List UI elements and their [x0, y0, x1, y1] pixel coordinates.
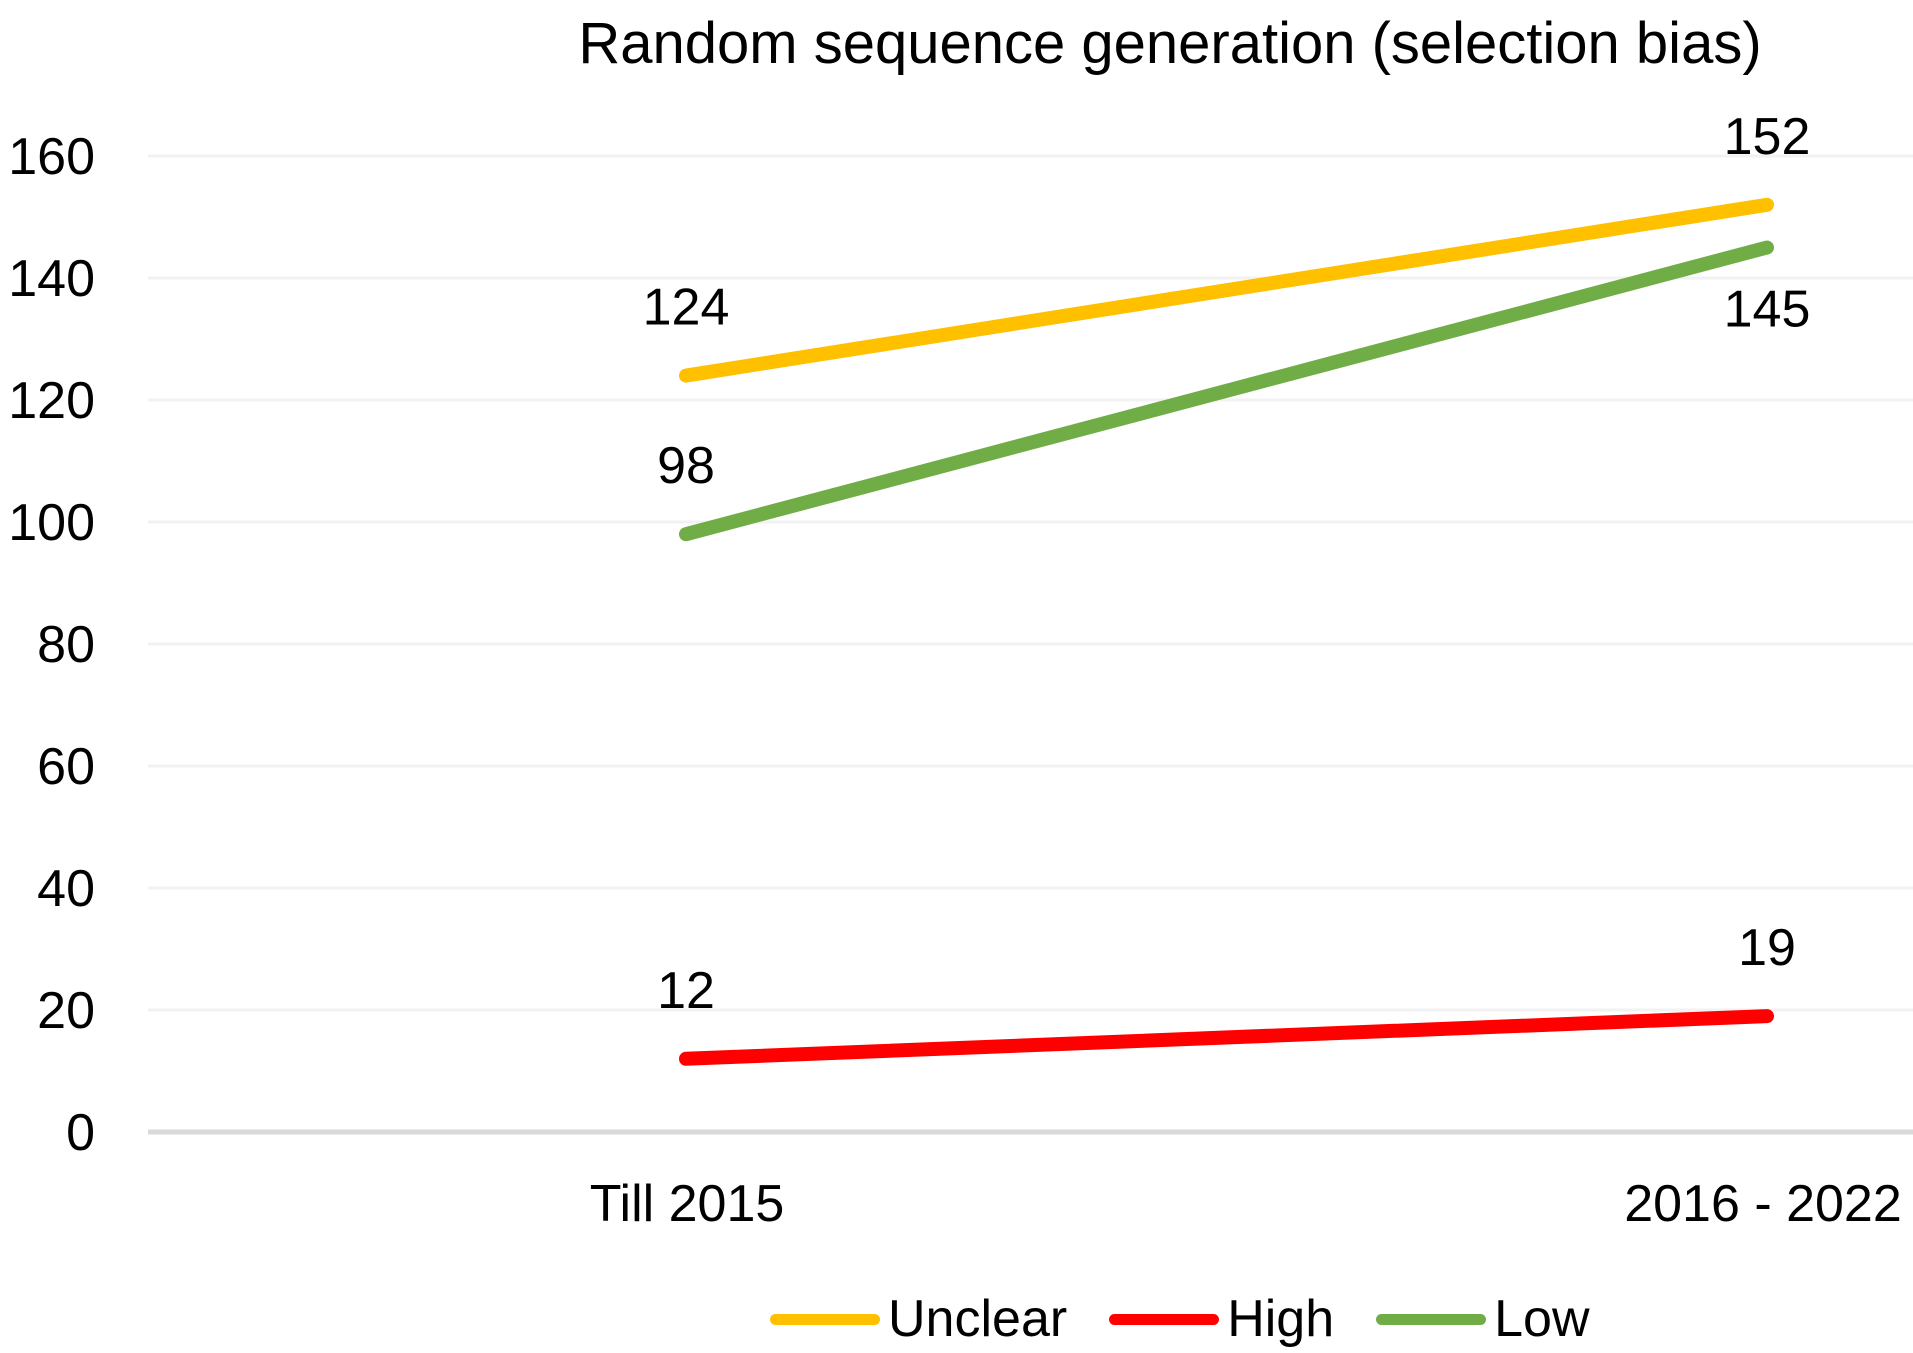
legend-swatch-low-icon [1376, 1313, 1487, 1325]
x-category-label-0: Till 2015 [590, 1175, 785, 1233]
y-tick-label-60: 60 [37, 738, 95, 796]
chart-title: Random sequence generation (selection bi… [578, 11, 1762, 76]
data-label-high-1: 19 [1738, 919, 1796, 977]
legend-label-unclear: Unclear [888, 1290, 1068, 1348]
legend-label-low: Low [1494, 1290, 1590, 1348]
y-tick-label-20: 20 [37, 982, 95, 1040]
legend-item-high: High [1109, 1288, 1334, 1350]
y-tick-label-160: 160 [8, 128, 95, 186]
series-line-unclear [679, 197, 1774, 383]
series-line-high [679, 1009, 1774, 1066]
series-line-low [679, 240, 1774, 542]
data-label-low-1: 145 [1724, 281, 1811, 339]
y-tick-label-140: 140 [8, 250, 95, 308]
data-label-unclear-1: 152 [1724, 108, 1811, 166]
x-category-label-1: 2016 - 2022 [1624, 1175, 1902, 1233]
y-tick-label-100: 100 [8, 494, 95, 552]
data-label-unclear-0: 124 [643, 279, 730, 337]
legend-swatch-high-icon [1109, 1313, 1220, 1325]
y-tick-label-0: 0 [66, 1104, 95, 1162]
legend-swatch-unclear-icon [770, 1313, 880, 1325]
legend: Unclear High Low [770, 1288, 1590, 1350]
legend-item-unclear: Unclear [770, 1288, 1067, 1350]
legend-label-high: High [1227, 1290, 1335, 1348]
data-label-low-0: 98 [657, 437, 715, 495]
y-tick-label-80: 80 [37, 616, 95, 674]
y-tick-label-120: 120 [8, 372, 95, 430]
y-tick-label-40: 40 [37, 860, 95, 918]
data-label-high-0: 12 [657, 962, 715, 1020]
legend-item-low: Low [1376, 1288, 1590, 1350]
